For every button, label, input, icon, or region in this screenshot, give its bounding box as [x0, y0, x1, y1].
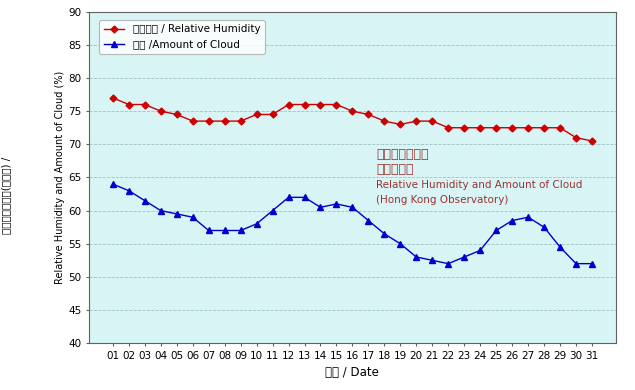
Text: 相對濕度及雲量: 相對濕度及雲量 [377, 148, 429, 161]
雲量 /Amount of Cloud [588, 261, 596, 266]
相對濕度 / Relative Humidity [253, 112, 260, 117]
相對濕度 / Relative Humidity [301, 102, 309, 107]
相對濕度 / Relative Humidity [444, 125, 452, 130]
雲量 /Amount of Cloud [396, 241, 404, 246]
相對濕度 / Relative Humidity [588, 138, 596, 143]
雲量 /Amount of Cloud [157, 208, 164, 213]
雲量 /Amount of Cloud [476, 248, 484, 253]
雲量 /Amount of Cloud [269, 208, 276, 213]
相對濕度 / Relative Humidity [413, 119, 420, 123]
雲量 /Amount of Cloud [492, 228, 500, 233]
Legend: 相對濕度 / Relative Humidity, 雲量 /Amount of Cloud: 相對濕度 / Relative Humidity, 雲量 /Amount of … [100, 20, 265, 54]
Text: 相對濕度及雲量(百分比) /: 相對濕度及雲量(百分比) / [1, 156, 11, 234]
雲量 /Amount of Cloud [141, 198, 149, 203]
相對濕度 / Relative Humidity [125, 102, 133, 107]
雲量 /Amount of Cloud [429, 258, 436, 263]
雲量 /Amount of Cloud [444, 261, 452, 266]
雲量 /Amount of Cloud [284, 195, 292, 200]
雲量 /Amount of Cloud [333, 202, 340, 206]
雲量 /Amount of Cloud [125, 188, 133, 193]
Y-axis label: Relative Humidity and Amount of Cloud (%): Relative Humidity and Amount of Cloud (%… [55, 71, 65, 284]
相對濕度 / Relative Humidity [221, 119, 229, 123]
相對濕度 / Relative Humidity [476, 125, 484, 130]
相對濕度 / Relative Humidity [525, 125, 532, 130]
Line: 相對濕度 / Relative Humidity: 相對濕度 / Relative Humidity [110, 96, 594, 144]
Line: 雲量 /Amount of Cloud: 雲量 /Amount of Cloud [110, 181, 595, 267]
相對濕度 / Relative Humidity [189, 119, 196, 123]
相對濕度 / Relative Humidity [205, 119, 213, 123]
Text: Relative Humidity and Amount of Cloud: Relative Humidity and Amount of Cloud [377, 181, 583, 190]
相對濕度 / Relative Humidity [141, 102, 149, 107]
雲量 /Amount of Cloud [572, 261, 580, 266]
雲量 /Amount of Cloud [413, 255, 420, 259]
雲量 /Amount of Cloud [189, 215, 196, 220]
相對濕度 / Relative Humidity [317, 102, 324, 107]
雲量 /Amount of Cloud [540, 225, 548, 229]
相對濕度 / Relative Humidity [492, 125, 500, 130]
相對濕度 / Relative Humidity [364, 112, 372, 117]
相對濕度 / Relative Humidity [509, 125, 516, 130]
相對濕度 / Relative Humidity [460, 125, 468, 130]
相對濕度 / Relative Humidity [269, 112, 276, 117]
相對濕度 / Relative Humidity [109, 96, 117, 100]
相對濕度 / Relative Humidity [349, 109, 356, 113]
雲量 /Amount of Cloud [109, 182, 117, 186]
雲量 /Amount of Cloud [173, 211, 180, 216]
雲量 /Amount of Cloud [364, 218, 372, 223]
Text: (Hong Kong Observatory): (Hong Kong Observatory) [377, 195, 509, 205]
相對濕度 / Relative Humidity [380, 119, 388, 123]
雲量 /Amount of Cloud [380, 232, 388, 236]
相對濕度 / Relative Humidity [396, 122, 404, 127]
雲量 /Amount of Cloud [301, 195, 309, 200]
雲量 /Amount of Cloud [525, 215, 532, 220]
Text: （天文台）: （天文台） [377, 163, 414, 176]
雲量 /Amount of Cloud [460, 255, 468, 259]
相對濕度 / Relative Humidity [173, 112, 180, 117]
相對濕度 / Relative Humidity [429, 119, 436, 123]
X-axis label: 日期 / Date: 日期 / Date [326, 366, 379, 379]
相對濕度 / Relative Humidity [237, 119, 244, 123]
相對濕度 / Relative Humidity [572, 135, 580, 140]
相對濕度 / Relative Humidity [540, 125, 548, 130]
相對濕度 / Relative Humidity [333, 102, 340, 107]
雲量 /Amount of Cloud [221, 228, 229, 233]
雲量 /Amount of Cloud [509, 218, 516, 223]
雲量 /Amount of Cloud [205, 228, 213, 233]
雲量 /Amount of Cloud [317, 205, 324, 209]
雲量 /Amount of Cloud [556, 245, 564, 250]
雲量 /Amount of Cloud [253, 222, 260, 226]
雲量 /Amount of Cloud [349, 205, 356, 209]
相對濕度 / Relative Humidity [284, 102, 292, 107]
相對濕度 / Relative Humidity [556, 125, 564, 130]
相對濕度 / Relative Humidity [157, 109, 164, 113]
雲量 /Amount of Cloud [237, 228, 244, 233]
